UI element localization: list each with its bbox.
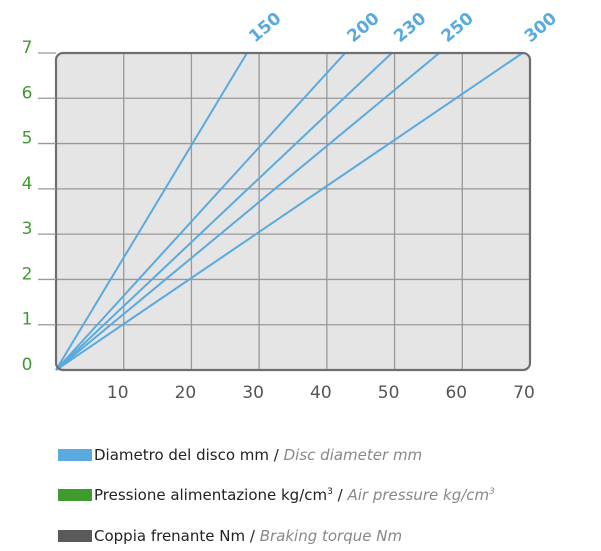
series-label-200: 200 [343, 9, 383, 47]
legend-label-it: Diametro del disco mm [94, 446, 270, 464]
legend-separator: / [332, 486, 348, 504]
legend-swatch-blue [58, 449, 92, 461]
legend-separator: / [269, 446, 284, 464]
series-label-250: 250 [438, 9, 478, 47]
series-label-230: 230 [390, 9, 430, 47]
x-tick-label: 30 [242, 383, 264, 403]
legend-swatch-grey [58, 530, 92, 542]
x-tick-label: 50 [378, 383, 400, 403]
torque-chart: 0 1 2 3 4 5 6 7 10 20 30 40 50 60 70 150 200 230 250 300 [22, 9, 561, 403]
legend-label-en: Braking torque Nm [259, 527, 403, 545]
series-line-150 [55, 52, 248, 371]
series-label-300: 300 [521, 9, 561, 47]
y-tick-label: 5 [22, 129, 33, 149]
series-line-250 [55, 52, 440, 371]
y-tick-label: 6 [22, 83, 33, 103]
x-tick-label: 20 [175, 383, 197, 403]
legend-swatch-green [58, 489, 92, 501]
x-tick-label: 60 [445, 383, 467, 403]
x-tick-label: 10 [107, 383, 129, 403]
series-label-150: 150 [245, 9, 285, 47]
legend-disc-diameter: Diametro del disco mm / Disc diameter mm [58, 446, 422, 464]
series-line-230 [55, 52, 393, 371]
legend-superscript-en: 3 [489, 487, 495, 497]
series-line-300 [55, 52, 524, 371]
y-tick-label: 4 [22, 174, 33, 194]
legend-superscript: 3 [327, 487, 333, 497]
y-tick-label: 2 [22, 264, 33, 284]
y-tick-label: 0 [22, 355, 33, 375]
legend-label-it: Pressione alimentazione kg/cm [94, 486, 328, 504]
x-tick-label: 40 [310, 383, 332, 403]
x-tick-label: 70 [513, 383, 535, 403]
y-tick-label: 7 [22, 38, 33, 58]
plot-frame [54, 51, 532, 372]
legend-label-en: Air pressure kg/cm [347, 486, 490, 504]
legend-air-pressure: Pressione alimentazione kg/cm3 / Air pre… [58, 486, 495, 504]
y-tick-label: 3 [22, 219, 33, 239]
legend-label-it: Coppia frenante Nm [94, 527, 246, 545]
plot-area [56, 53, 530, 370]
y-tick-label: 1 [22, 310, 33, 330]
series-line-200 [55, 52, 346, 371]
legend-label-en: Disc diameter mm [283, 446, 423, 464]
legend-braking-torque: Coppia frenante Nm / Braking torque Nm [58, 527, 402, 545]
legend-separator: / [245, 527, 260, 545]
